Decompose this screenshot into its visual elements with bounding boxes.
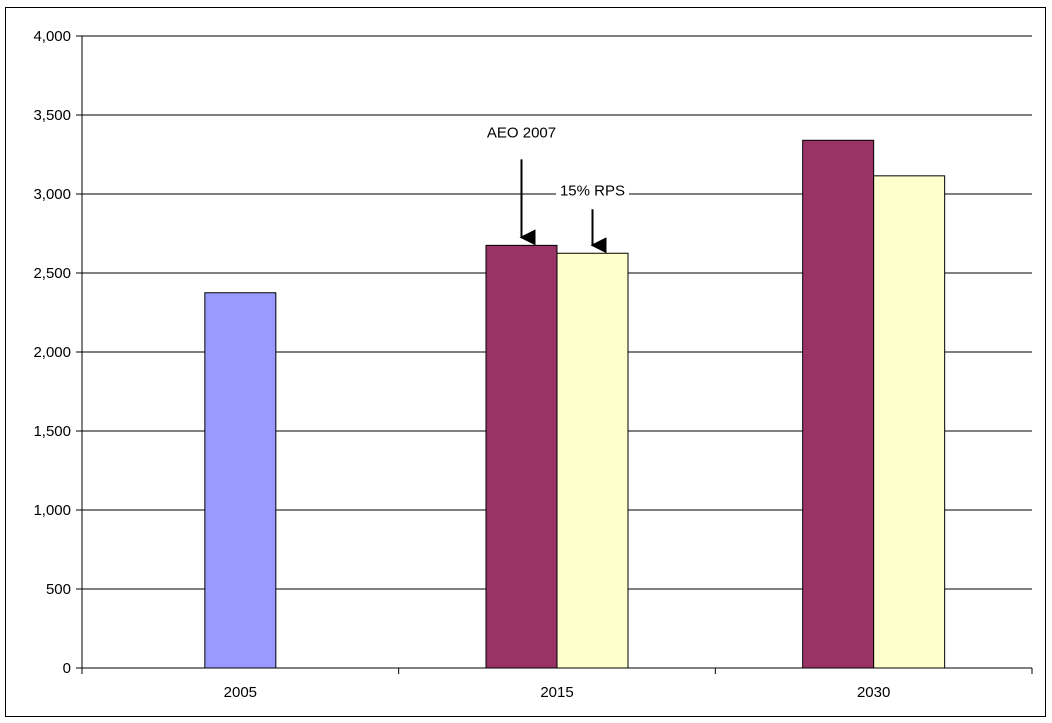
annotation-label-background [482, 123, 561, 143]
y-tick-labels: 0 500 1,000 1,500 2,000 2,500 3,000 3,500 4,000 [33, 28, 71, 677]
y-tick-label: 0 [63, 660, 71, 677]
annotation-label: AEO 2007 [487, 124, 556, 141]
annotation-label: 15% RPS [560, 182, 625, 199]
y-tick-label: 3,500 [33, 107, 71, 124]
x-tick-label: 2005 [224, 684, 257, 701]
axes [76, 35, 1033, 674]
y-tick-label: 500 [46, 581, 71, 598]
y-tick-label: 1,500 [33, 423, 71, 440]
y-tick-label: 2,000 [33, 344, 71, 361]
bar-2030-series-2 [873, 175, 946, 669]
x-tick-labels: 2005 2015 2030 [224, 684, 891, 701]
bar-2015-series-1 [485, 244, 558, 669]
y-tick-label: 4,000 [33, 28, 71, 45]
annotations: AEO 2007 15% RPS [482, 123, 630, 254]
x-tick-label: 2015 [540, 684, 573, 701]
annotation-label-background [555, 181, 630, 201]
y-tick-label: 1,000 [33, 502, 71, 519]
y-tick-label: 3,000 [33, 186, 71, 203]
bar-2015-series-2 [556, 252, 629, 669]
bar-2030-series-1 [802, 139, 875, 669]
bars [204, 139, 946, 669]
x-tick-label: 2030 [857, 684, 890, 701]
y-tick-label: 2,500 [33, 265, 71, 282]
bar-2005-series-0 [204, 292, 277, 669]
